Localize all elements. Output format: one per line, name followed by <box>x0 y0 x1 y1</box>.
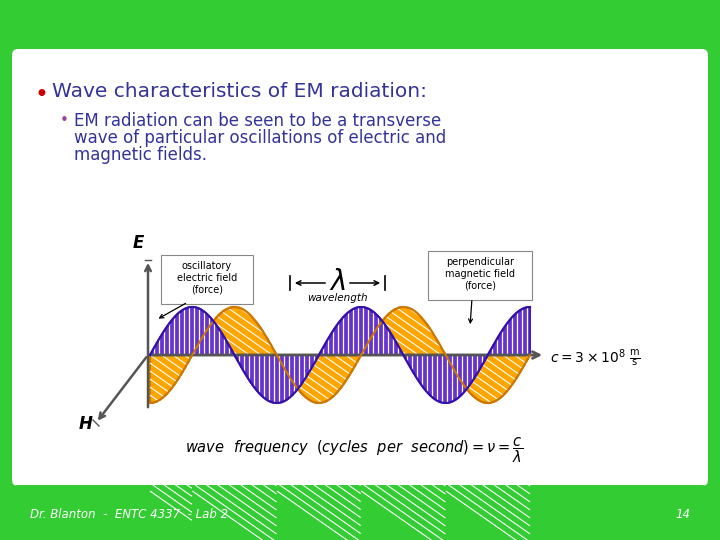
FancyBboxPatch shape <box>161 255 253 304</box>
Text: EM radiation can be seen to be a transverse: EM radiation can be seen to be a transve… <box>74 112 441 130</box>
Text: Dr. Blanton  -  ENTC 4337  - Lab 2: Dr. Blanton - ENTC 4337 - Lab 2 <box>30 509 228 522</box>
Polygon shape <box>277 355 361 403</box>
Text: perpendicular
magnetic field
(force): perpendicular magnetic field (force) <box>445 257 515 290</box>
FancyBboxPatch shape <box>428 251 532 300</box>
Polygon shape <box>235 355 319 403</box>
Polygon shape <box>192 307 276 355</box>
Polygon shape <box>319 307 403 355</box>
Text: •: • <box>35 83 49 107</box>
FancyBboxPatch shape <box>13 485 707 537</box>
Text: wavelength: wavelength <box>307 293 368 303</box>
Text: magnetic fields.: magnetic fields. <box>74 146 207 164</box>
Text: $\lambda$: $\lambda$ <box>329 268 346 296</box>
Text: $\mathit{wave\ \ frequency\ \ (cycles\ \ per\ \ second) = \nu = \dfrac{c}{\lambd: $\mathit{wave\ \ frequency\ \ (cycles\ \… <box>185 435 523 464</box>
Text: E: E <box>132 234 144 252</box>
Text: H: H <box>79 415 93 433</box>
Text: Wave characteristics of EM radiation:: Wave characteristics of EM radiation: <box>52 82 427 101</box>
Polygon shape <box>150 307 234 355</box>
Text: oscillatory
electric field
(force): oscillatory electric field (force) <box>177 261 237 294</box>
Polygon shape <box>361 307 446 355</box>
Text: 14: 14 <box>675 509 690 522</box>
Text: wave of particular oscillations of electric and: wave of particular oscillations of elect… <box>74 129 446 147</box>
Polygon shape <box>488 307 530 355</box>
Polygon shape <box>446 355 530 403</box>
FancyBboxPatch shape <box>12 4 708 76</box>
Text: $c = 3\times10^{8}\ \mathregular{\frac{m}{s}}$: $c = 3\times10^{8}\ \mathregular{\frac{m… <box>550 347 641 369</box>
Polygon shape <box>150 355 192 403</box>
Polygon shape <box>403 355 487 403</box>
Text: •: • <box>60 113 69 128</box>
FancyBboxPatch shape <box>12 49 708 486</box>
